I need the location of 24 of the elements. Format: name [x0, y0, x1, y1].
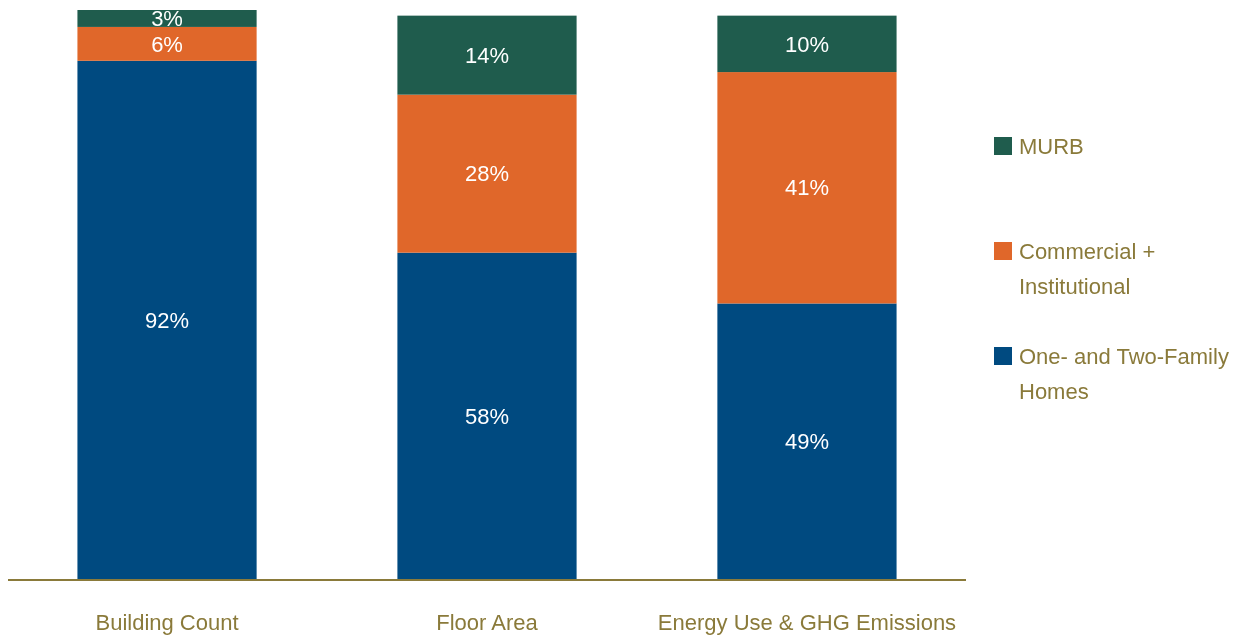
data-label: 28%	[464, 161, 510, 187]
data-label: 3%	[151, 6, 183, 32]
bar	[717, 303, 897, 580]
bar	[397, 15, 577, 95]
bar	[77, 10, 257, 27]
bar	[77, 60, 257, 580]
x-tick-label: Floor Area	[436, 609, 539, 635]
data-label: 58%	[464, 404, 510, 430]
bar	[397, 94, 577, 253]
data-label: 6%	[151, 31, 183, 57]
data-label: 49%	[784, 429, 829, 455]
bar	[77, 26, 257, 61]
bar	[717, 72, 897, 304]
data-label: 41%	[784, 175, 829, 201]
data-label: 14%	[464, 42, 510, 68]
legend-label: Commercial + Institutional	[1019, 238, 1156, 299]
data-label: 10%	[784, 31, 829, 57]
legend-label: One- and Two-Family Homes	[1019, 343, 1229, 404]
bar	[397, 252, 577, 580]
data-label: 92%	[145, 308, 190, 334]
x-tick-label: Energy Use & GHG Emissions	[657, 609, 957, 635]
legend-label: MURB	[1019, 133, 1084, 159]
bar	[717, 15, 897, 73]
x-tick-label: Building Count	[95, 609, 239, 635]
